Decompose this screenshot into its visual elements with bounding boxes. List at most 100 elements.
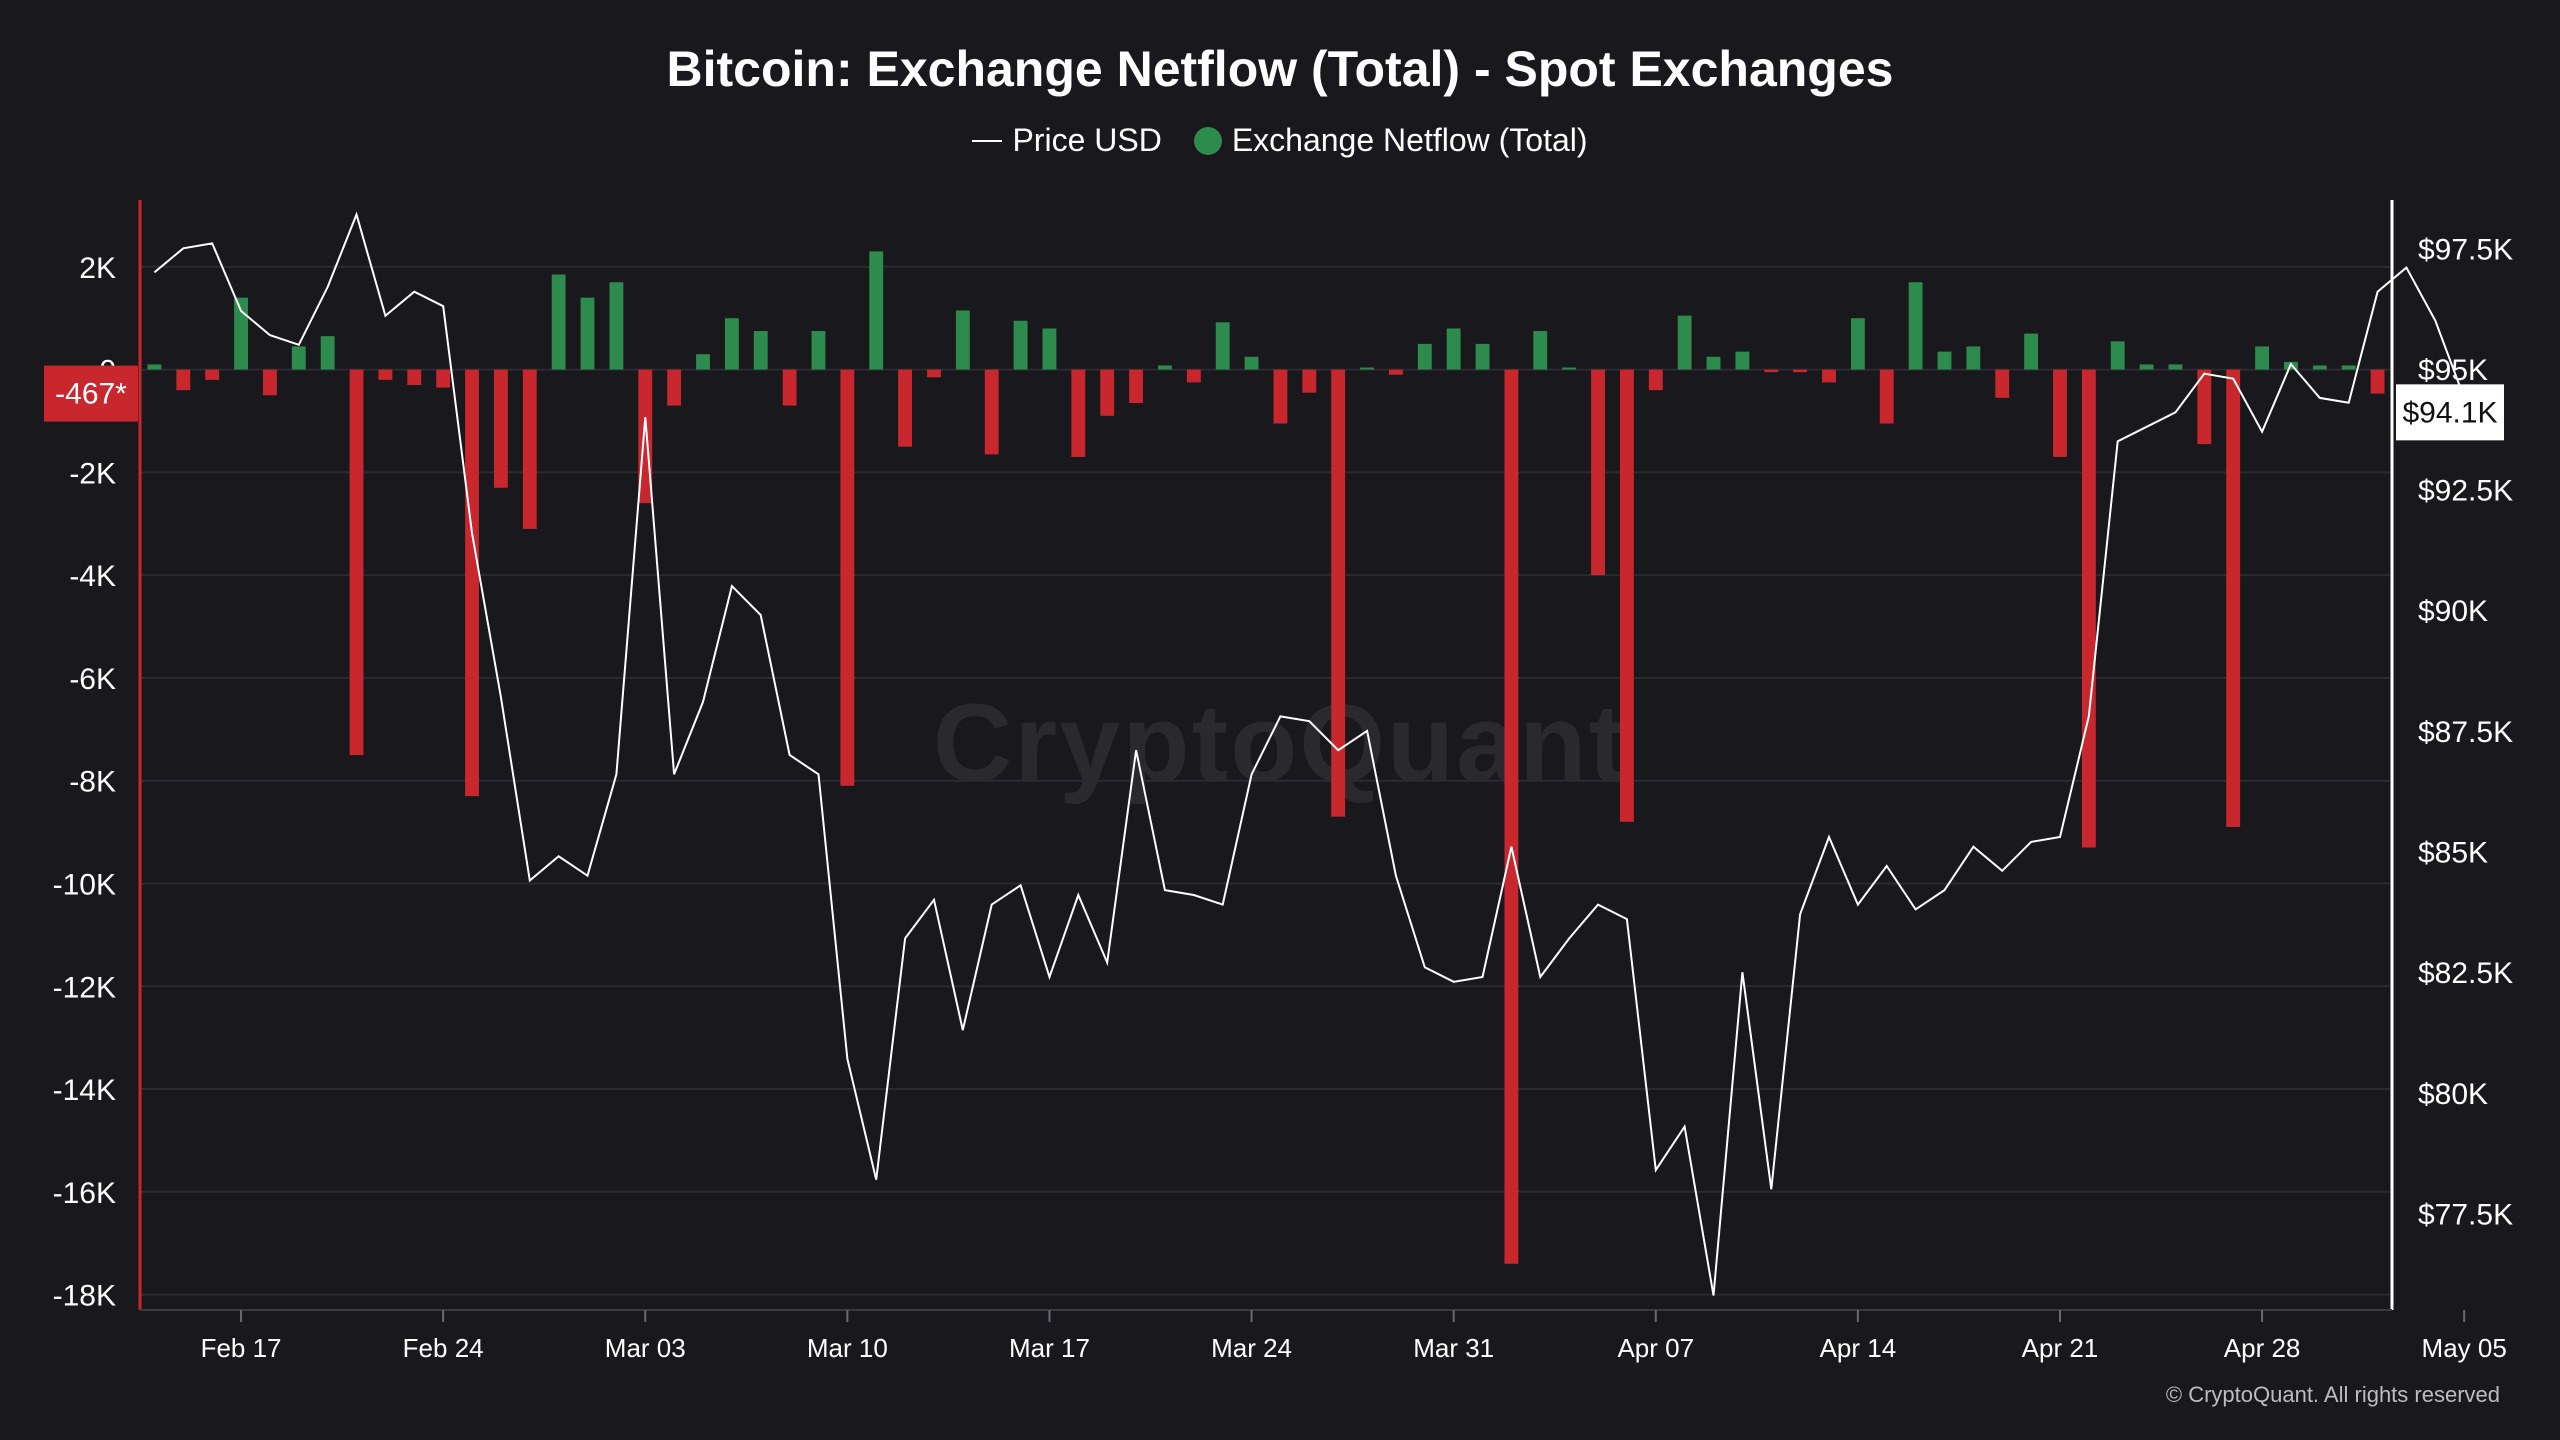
- netflow-bar: [1446, 328, 1461, 370]
- badges: -467* $94.1K: [44, 365, 2504, 441]
- left-tick-label: -2K: [69, 457, 116, 490]
- netflow-bar: [927, 369, 941, 378]
- left-tick-label: -6K: [69, 663, 116, 696]
- netflow-bar: [696, 354, 710, 370]
- netflow-bar: [1619, 369, 1634, 822]
- netflow-bar: [2370, 369, 2385, 394]
- left-tick-label: -4K: [69, 560, 116, 593]
- netflow-bar: [2226, 369, 2241, 827]
- netflow-bar: [1360, 367, 1374, 370]
- x-tick-label: Mar 24: [1211, 1333, 1292, 1363]
- netflow-bar: [1158, 365, 1172, 370]
- netflow-bar: [1822, 369, 1836, 383]
- left-tick-label: -8K: [69, 766, 116, 799]
- netflow-bar: [1388, 369, 1403, 375]
- right-tick-label: $85K: [2418, 837, 2488, 870]
- netflow-bar: [522, 369, 537, 529]
- netflow-bar: [1100, 369, 1115, 416]
- legend-item-price[interactable]: Price USD: [972, 122, 1162, 159]
- netflow-bar: [984, 369, 999, 455]
- netflow-bar: [234, 297, 248, 370]
- left-tick-label: -10K: [53, 868, 116, 901]
- netflow-bar: [2312, 365, 2327, 370]
- grid: [140, 265, 2392, 1296]
- netflow-bar: [262, 369, 277, 396]
- legend-item-netflow[interactable]: Exchange Netflow (Total): [1193, 122, 1588, 159]
- netflow-bar: [1071, 369, 1086, 457]
- netflow-bar: [782, 369, 797, 406]
- right-tick-label: $90K: [2418, 595, 2488, 628]
- legend-line-swatch: [972, 139, 1003, 142]
- netflow-bar: [1966, 346, 1981, 370]
- netflow-bar: [2024, 333, 2039, 370]
- netflow-bar: [1562, 367, 1577, 370]
- netflow-last-badge-label: -467*: [55, 378, 127, 411]
- netflow-bar: [840, 369, 855, 786]
- x-tick-label: Apr 07: [1617, 1333, 1694, 1363]
- netflow-bar: [955, 310, 970, 370]
- netflow-bar: [898, 369, 913, 447]
- right-tick-label: $92.5K: [2418, 475, 2513, 508]
- x-tick-label: Mar 10: [807, 1333, 888, 1363]
- netflow-bar: [2081, 369, 2096, 848]
- netflow-bar: [1215, 322, 1230, 370]
- netflow-bar: [609, 282, 624, 370]
- netflow-bar: [1302, 369, 1317, 393]
- right-tick-label: $80K: [2418, 1078, 2488, 1111]
- x-tick-label: May 05: [2422, 1333, 2507, 1363]
- netflow-bar: [1879, 369, 1894, 424]
- right-tick-label: $87.5K: [2418, 716, 2513, 749]
- netflow-bar: [493, 369, 508, 488]
- x-tick-label: Feb 17: [201, 1333, 282, 1363]
- netflow-bar: [1417, 343, 1432, 370]
- x-tick-label: Mar 03: [605, 1333, 686, 1363]
- netflow-bar: [436, 369, 451, 388]
- netflow-bar: [1504, 369, 1519, 1264]
- netflow-bar: [1244, 356, 1259, 370]
- price-line: [153, 211, 2494, 1296]
- chart-title: Bitcoin: Exchange Netflow (Total) - Spot…: [666, 41, 1894, 97]
- legend-label-price: Price USD: [1012, 122, 1162, 158]
- legend-dot-swatch: [1193, 126, 1222, 155]
- netflow-bar: [465, 369, 479, 797]
- x-tick-label: Apr 21: [2022, 1333, 2099, 1363]
- netflow-bar: [753, 331, 768, 370]
- netflow-bar: [667, 369, 682, 406]
- netflow-bar: [1648, 369, 1663, 391]
- right-tick-label: $82.5K: [2418, 957, 2513, 990]
- netflow-bar: [811, 331, 826, 370]
- netflow-bar: [1042, 328, 1057, 370]
- netflow-bar: [291, 346, 306, 370]
- netflow-bar: [1850, 318, 1865, 370]
- netflow-bar: [2053, 369, 2067, 457]
- right-tick-label: $77.5K: [2418, 1198, 2513, 1231]
- netflow-bar: [1677, 315, 1692, 370]
- x-tick-label: Apr 14: [1820, 1333, 1897, 1363]
- netflow-bar: [1793, 369, 1808, 373]
- netflow-bar: [1475, 343, 1490, 370]
- netflow-bar: [551, 274, 566, 370]
- netflow-bar: [2255, 346, 2270, 370]
- x-tick-label: Apr 28: [2224, 1333, 2301, 1363]
- axes: 2K0-2K-4K-6K-8K-10K-12K-14K-16K-18K$97.5…: [53, 200, 2513, 1363]
- netflow-bar: [1908, 282, 1923, 370]
- left-tick-label: -18K: [53, 1280, 116, 1313]
- netflow-bar: [407, 369, 422, 385]
- x-tick-label: Mar 31: [1413, 1333, 1494, 1363]
- netflow-bar: [1533, 331, 1548, 370]
- netflow-bar: [349, 369, 364, 755]
- netflow-bar: [724, 318, 739, 370]
- legend-label-netflow: Exchange Netflow (Total): [1231, 122, 1588, 158]
- left-tick-label: -16K: [53, 1177, 116, 1210]
- x-tick-label: Feb 24: [403, 1333, 484, 1363]
- netflow-bar: [869, 251, 884, 370]
- netflow-bar: [378, 369, 393, 380]
- left-tick-label: -14K: [53, 1074, 116, 1107]
- netflow-bar: [2139, 364, 2154, 370]
- netflow-bars: [147, 251, 2385, 1264]
- netflow-bar: [2110, 341, 2125, 370]
- netflow-bar: [2168, 364, 2183, 370]
- netflow-bar: [205, 369, 220, 380]
- x-tick-label: Mar 17: [1009, 1333, 1090, 1363]
